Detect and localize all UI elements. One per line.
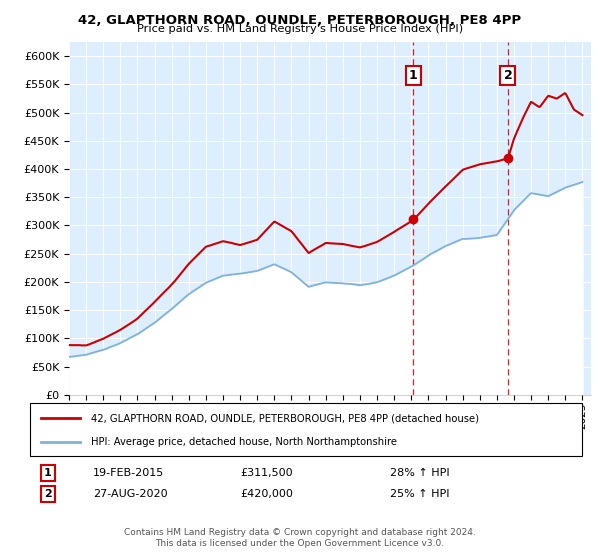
Text: Price paid vs. HM Land Registry's House Price Index (HPI): Price paid vs. HM Land Registry's House … [137,24,463,34]
Text: 42, GLAPTHORN ROAD, OUNDLE, PETERBOROUGH, PE8 4PP: 42, GLAPTHORN ROAD, OUNDLE, PETERBOROUGH… [79,14,521,27]
Text: 25% ↑ HPI: 25% ↑ HPI [390,489,449,499]
Text: HPI: Average price, detached house, North Northamptonshire: HPI: Average price, detached house, Nort… [91,436,397,446]
Text: 2: 2 [503,69,512,82]
Text: £420,000: £420,000 [240,489,293,499]
Text: 28% ↑ HPI: 28% ↑ HPI [390,468,449,478]
Text: 42, GLAPTHORN ROAD, OUNDLE, PETERBOROUGH, PE8 4PP (detached house): 42, GLAPTHORN ROAD, OUNDLE, PETERBOROUGH… [91,413,479,423]
Text: 1: 1 [409,69,418,82]
Text: 1: 1 [44,468,52,478]
Text: 2: 2 [44,489,52,499]
Text: £311,500: £311,500 [240,468,293,478]
Text: 19-FEB-2015: 19-FEB-2015 [93,468,164,478]
FancyBboxPatch shape [30,403,582,456]
Text: Contains HM Land Registry data © Crown copyright and database right 2024.
This d: Contains HM Land Registry data © Crown c… [124,528,476,548]
Text: 27-AUG-2020: 27-AUG-2020 [93,489,167,499]
